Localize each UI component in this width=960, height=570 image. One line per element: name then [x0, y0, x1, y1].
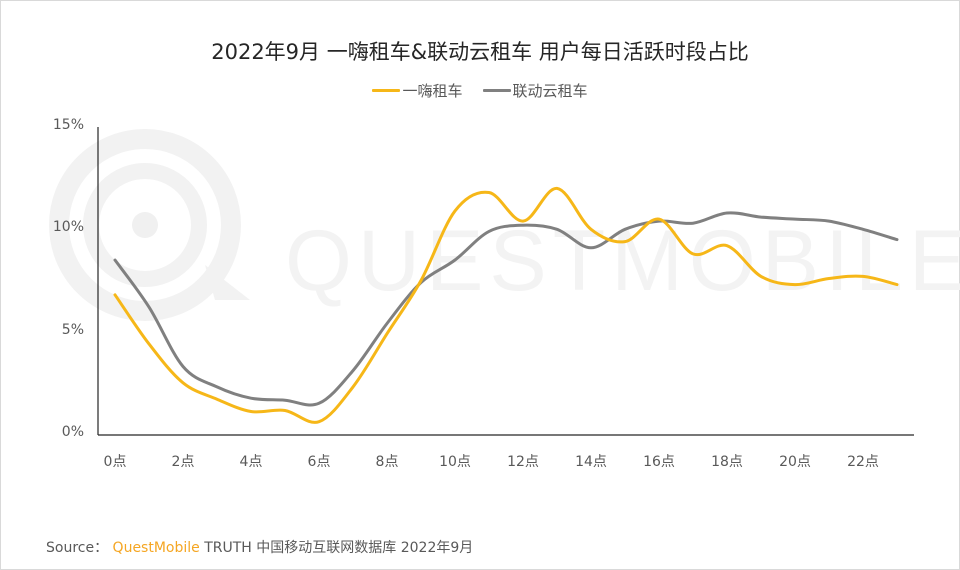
- x-tick-label: 18点: [711, 454, 743, 470]
- source-brand: QuestMobile: [112, 540, 200, 556]
- watermark-logo-icon: [49, 129, 250, 321]
- x-tick-label: 10点: [439, 454, 471, 470]
- legend-item-yihai[interactable]: 一嗨租车: [372, 80, 463, 101]
- x-tick-label: 8点: [375, 454, 399, 470]
- x-tick-label: 16点: [643, 454, 675, 470]
- legend-label: 一嗨租车: [402, 82, 463, 100]
- x-tick-label: 4点: [239, 454, 263, 470]
- legend-item-liandongyun[interactable]: 联动云租车: [482, 80, 588, 101]
- legend-label: 联动云租车: [512, 82, 588, 100]
- source-text: TRUTH 中国移动互联网数据库 2022年9月: [204, 540, 474, 556]
- source-note: Source： QuestMobile TRUTH 中国移动互联网数据库 202…: [46, 537, 473, 557]
- series-line-liandongyun: [113, 211, 899, 407]
- x-tick-label: 14点: [575, 454, 607, 470]
- x-tick-label: 12点: [507, 454, 539, 470]
- y-tick-label: 10%: [52, 219, 84, 236]
- chart-title: 2022年9月 一嗨租车&联动云租车 用户每日活跃时段占比: [211, 40, 749, 64]
- chart-legend: 一嗨租车 联动云租车: [0, 80, 960, 101]
- legend-line-icon: [372, 89, 401, 92]
- x-tick-label: 6点: [307, 454, 331, 470]
- legend-line-icon: [482, 89, 511, 92]
- x-tick-label: 0点: [103, 454, 127, 470]
- x-tick-label: 20点: [779, 454, 811, 470]
- series-line-yihai: [113, 186, 899, 424]
- y-tick-label: 0%: [61, 424, 84, 440]
- x-tick-label: 22点: [847, 454, 879, 470]
- y-tick-label: 15%: [52, 117, 84, 133]
- source-prefix: Source：: [46, 540, 109, 556]
- x-tick-label: 2点: [171, 454, 195, 470]
- y-tick-label: 5%: [61, 321, 84, 338]
